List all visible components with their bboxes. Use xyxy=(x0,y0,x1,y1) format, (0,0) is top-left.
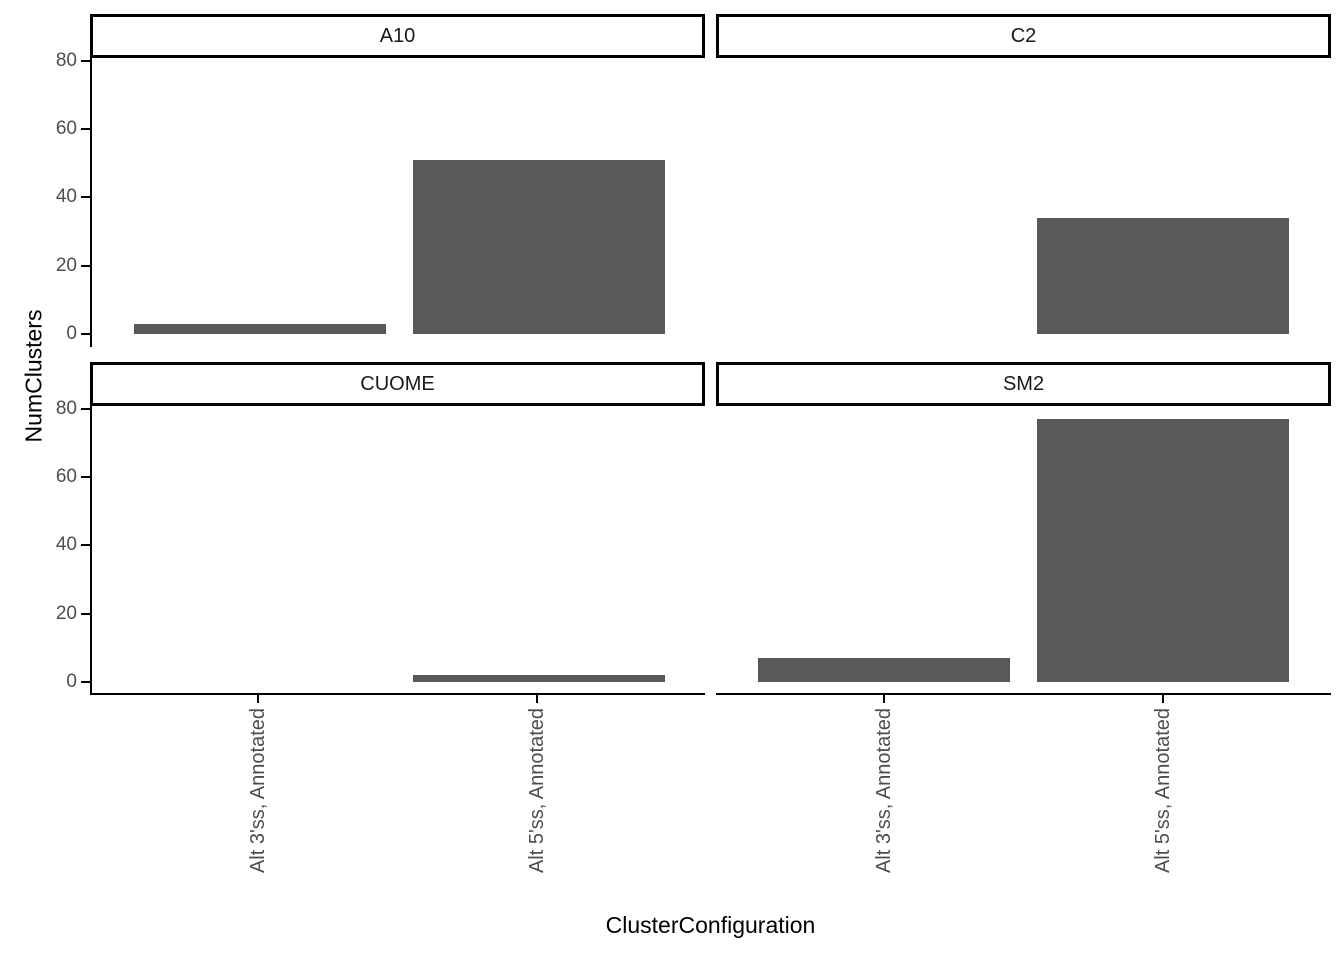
facet-strip-sm2: SM2 xyxy=(716,362,1331,406)
bar xyxy=(1037,217,1290,334)
facet-strip-label: CUOME xyxy=(360,372,435,395)
x-axis-tick xyxy=(256,695,259,703)
y-axis-tick xyxy=(81,196,90,199)
facet-strip-a10: A10 xyxy=(90,14,705,58)
facet-strip-label: A10 xyxy=(379,24,416,47)
y-axis-tick-label: 0 xyxy=(66,322,77,344)
y-axis-tick xyxy=(81,680,90,683)
bar xyxy=(413,675,666,682)
x-axis-tick xyxy=(882,695,885,703)
y-axis-tick xyxy=(81,59,90,62)
y-axis-tick-label: 80 xyxy=(55,397,77,419)
y-axis-tick xyxy=(81,407,90,410)
x-axis-tick xyxy=(536,695,539,703)
bar xyxy=(133,323,386,334)
y-axis-tick-label: 0 xyxy=(66,670,77,692)
x-axis-tick-label-text: Alt 5'ss, Annotated xyxy=(1152,708,1175,874)
panel-a10 xyxy=(90,58,705,347)
bar xyxy=(757,657,1010,682)
y-axis-tick-label: 80 xyxy=(55,49,77,71)
x-axis-tick-label-text: Alt 3'ss, Annotated xyxy=(872,708,895,874)
facet-strip-cuome: CUOME xyxy=(90,362,705,406)
y-axis-tick-label: 40 xyxy=(55,186,77,208)
y-axis-tick-label: 40 xyxy=(55,534,77,556)
bar xyxy=(413,159,666,334)
x-axis-tick-label-text: Alt 3'ss, Annotated xyxy=(246,708,269,874)
x-axis-title: ClusterConfiguration xyxy=(605,912,816,938)
facet-strip-label: SM2 xyxy=(1002,372,1045,395)
bar xyxy=(1037,419,1290,682)
y-axis-tick-label: 20 xyxy=(55,254,77,276)
facet-strip-c2: C2 xyxy=(716,14,1331,58)
panel-sm2 xyxy=(716,406,1331,695)
y-axis-tick xyxy=(81,544,90,547)
y-axis-tick xyxy=(81,128,90,131)
panel-c2 xyxy=(716,58,1331,347)
facet-strip-label: C2 xyxy=(1010,24,1037,47)
y-axis-tick-label: 60 xyxy=(55,118,77,140)
panel-cuome xyxy=(90,406,705,695)
y-axis-tick xyxy=(81,264,90,267)
y-axis-tick xyxy=(81,332,90,335)
y-axis-tick-label: 60 xyxy=(55,466,77,488)
y-axis-tick xyxy=(81,476,90,479)
y-axis-tick-label: 20 xyxy=(55,602,77,624)
y-axis-tick xyxy=(81,612,90,615)
x-axis-tick-label-text: Alt 5'ss, Annotated xyxy=(526,708,549,874)
x-axis-tick xyxy=(1162,695,1165,703)
